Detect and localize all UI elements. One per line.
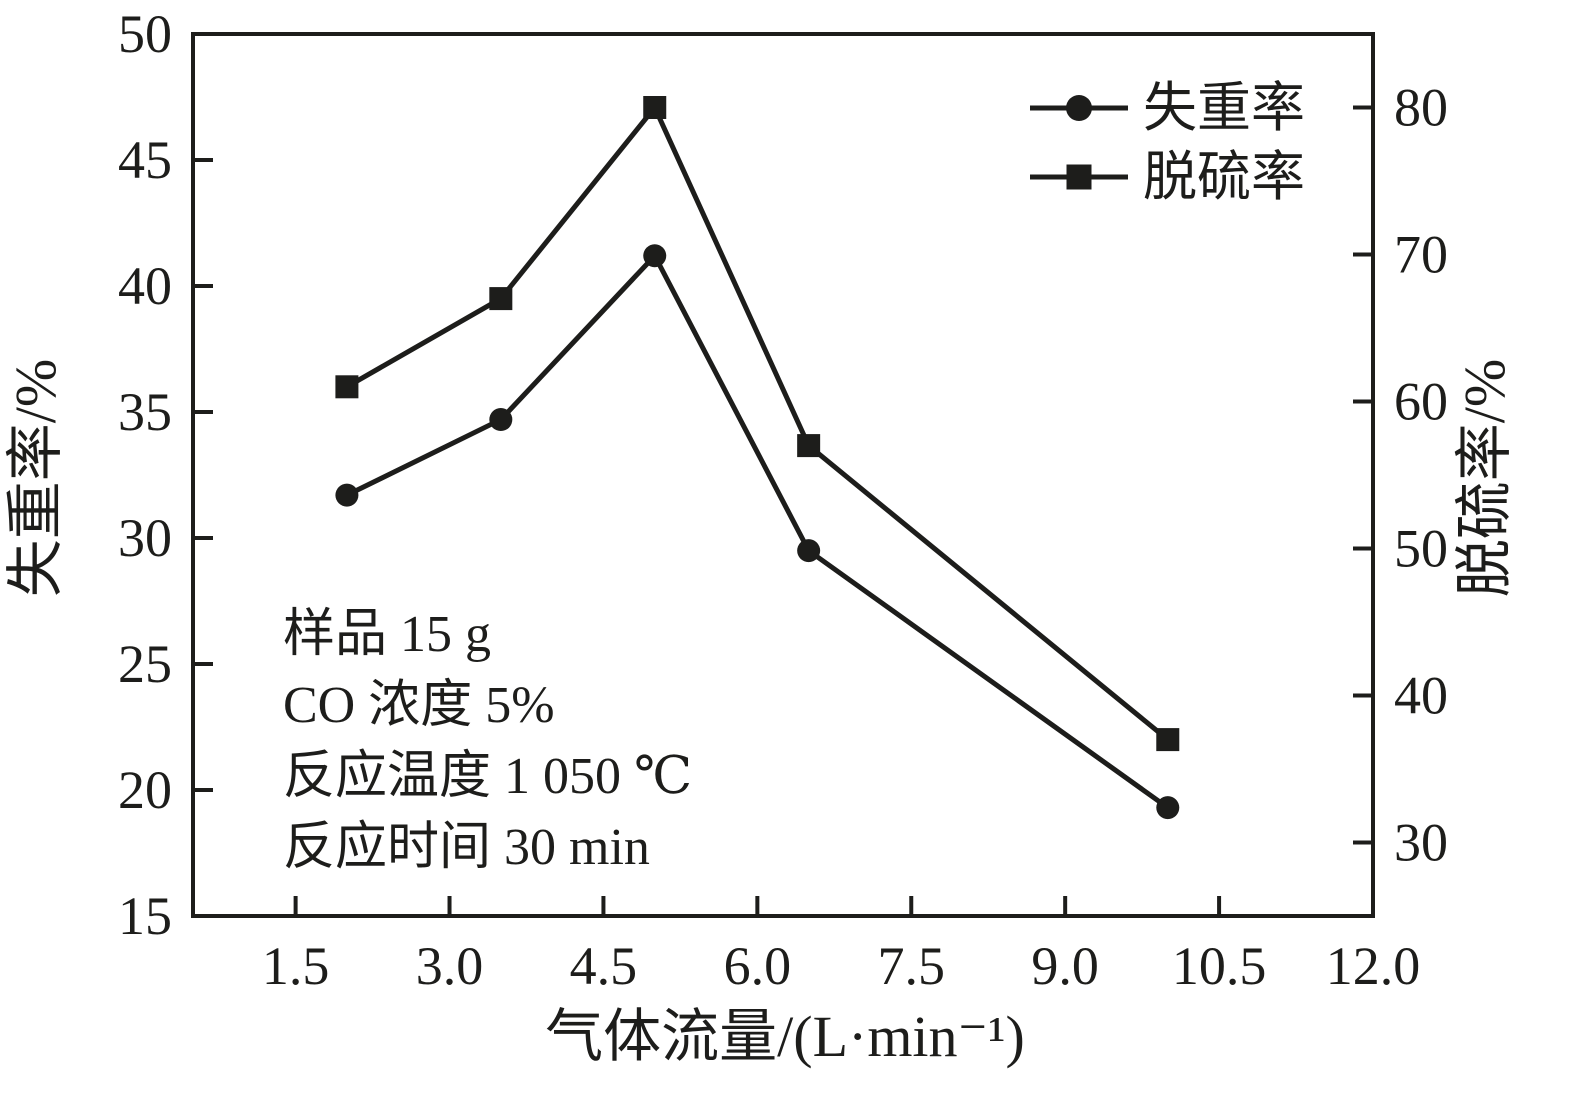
series-0-point	[643, 244, 667, 268]
legend-marker-circle	[1066, 95, 1092, 121]
left-tick-label: 15	[118, 886, 172, 946]
series-0-point	[797, 539, 821, 563]
x-tick-label: 12.0	[1326, 936, 1421, 996]
left-tick-label: 50	[118, 4, 172, 64]
right-tick-label: 40	[1394, 666, 1448, 726]
legend-label: 脱硫率	[1143, 147, 1305, 207]
x-axis-title: 气体流量/(L·min⁻¹)	[545, 1004, 1025, 1069]
annotation-line: 反应温度 1 050 ℃	[283, 748, 692, 805]
x-tick-label: 7.5	[878, 936, 946, 996]
x-tick-label: 1.5	[262, 936, 330, 996]
series-1-point	[797, 434, 821, 458]
left-tick-label: 45	[118, 130, 172, 190]
right-axis-title: 脱硫率/%	[1452, 359, 1517, 597]
series-1-point	[1156, 728, 1180, 752]
annotation-line: 反应时间 30 min	[283, 819, 650, 876]
right-tick-label: 30	[1394, 813, 1448, 873]
x-tick-label: 6.0	[724, 936, 792, 996]
left-tick-label: 30	[118, 508, 172, 568]
annotation-line: CO 浓度 5%	[283, 677, 555, 734]
right-tick-label: 70	[1394, 225, 1448, 285]
series-0-point	[1156, 796, 1180, 820]
series-1-point	[643, 96, 667, 119]
left-axis-title: 失重率/%	[3, 359, 68, 597]
left-tick-label: 25	[118, 634, 172, 694]
right-tick-label: 60	[1394, 372, 1448, 432]
legend-marker-square	[1066, 164, 1092, 190]
right-tick-label: 80	[1394, 78, 1448, 138]
left-tick-label: 35	[118, 382, 172, 442]
series-0-point	[489, 408, 513, 432]
legend-label: 失重率	[1143, 78, 1305, 138]
left-tick-label: 20	[118, 760, 172, 820]
x-tick-label: 9.0	[1031, 936, 1099, 996]
plot-frame	[191, 32, 1375, 918]
series-0-point	[335, 483, 359, 507]
x-tick-label: 10.5	[1172, 936, 1267, 996]
series-1-point	[489, 287, 513, 311]
x-tick-label: 3.0	[416, 936, 484, 996]
left-tick-label: 40	[118, 256, 172, 316]
annotation-line: 样品 15 g	[283, 606, 491, 663]
right-tick-label: 50	[1394, 519, 1448, 579]
x-tick-label: 4.5	[570, 936, 638, 996]
series-1-point	[335, 375, 359, 399]
